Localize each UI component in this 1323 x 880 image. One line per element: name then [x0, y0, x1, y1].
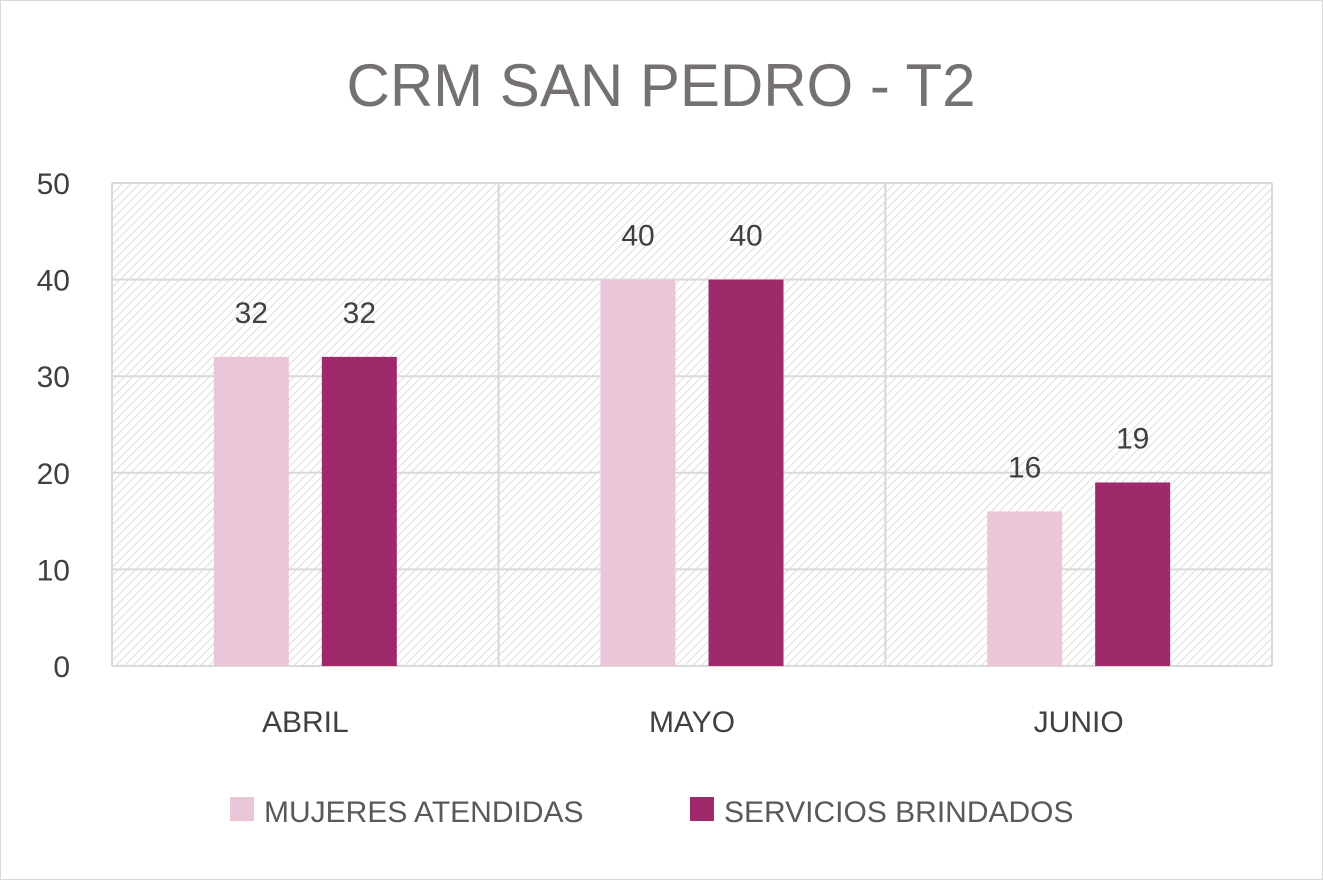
- x-category-label: ABRIL: [262, 706, 349, 739]
- bar-abril-2: [321, 356, 397, 666]
- y-axis-ticks: 0 10 20 30 40 50: [37, 168, 70, 684]
- y-tick-label: 50: [37, 168, 70, 201]
- data-label: 32: [235, 297, 268, 330]
- plot-area: [112, 183, 1272, 666]
- y-tick-label: 10: [37, 554, 70, 587]
- data-label: 19: [1116, 422, 1149, 455]
- y-tick-label: 30: [37, 361, 70, 394]
- x-axis-categories: ABRIL MAYO JUNIO: [262, 706, 1124, 739]
- x-category-label: JUNIO: [1034, 706, 1124, 739]
- gridlines: [111, 182, 1273, 667]
- x-category-label: MAYO: [649, 706, 735, 739]
- legend-swatch: [230, 797, 254, 821]
- bar-junio-1: [987, 511, 1063, 666]
- chart-title: CRM SAN PEDRO - T2: [347, 52, 976, 119]
- bar-mayo-1: [600, 279, 676, 666]
- y-tick-label: 40: [37, 265, 70, 298]
- data-labels: 32 32 40 40 16 19: [235, 220, 1150, 485]
- data-label: 40: [621, 220, 654, 253]
- legend-label: MUJERES ATENDIDAS: [264, 796, 584, 829]
- y-tick-label: 20: [37, 458, 70, 491]
- bars: [213, 279, 1171, 666]
- bar-mayo-2: [708, 279, 784, 666]
- bar-abril-1: [213, 356, 289, 666]
- legend-label: SERVICIOS BRINDADOS: [724, 796, 1074, 829]
- data-label: 32: [343, 297, 376, 330]
- legend-swatch: [690, 797, 714, 821]
- data-label: 40: [729, 220, 762, 253]
- y-tick-label: 0: [53, 651, 70, 684]
- data-label: 16: [1008, 451, 1041, 484]
- legend: MUJERES ATENDIDAS SERVICIOS BRINDADOS: [230, 796, 1074, 829]
- bar-junio-2: [1095, 482, 1171, 666]
